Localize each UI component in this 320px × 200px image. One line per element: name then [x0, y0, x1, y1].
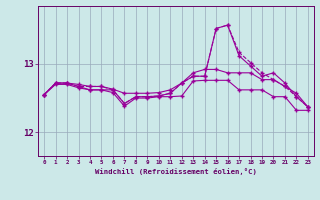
X-axis label: Windchill (Refroidissement éolien,°C): Windchill (Refroidissement éolien,°C): [95, 168, 257, 175]
